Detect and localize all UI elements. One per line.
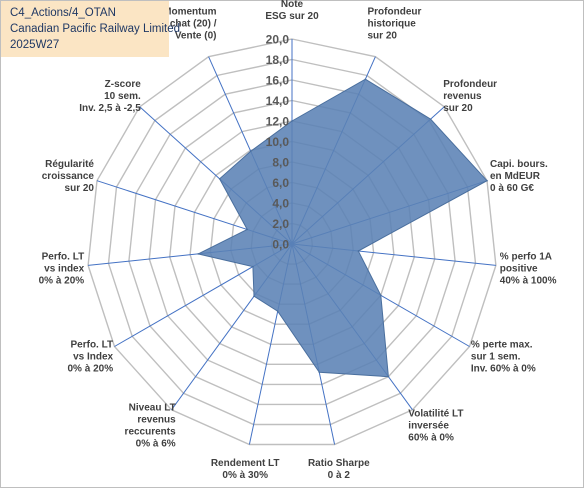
axis-label-line: 0% à 20% [68, 364, 114, 375]
data-point [246, 228, 248, 231]
axis-label-line: 60% à 0% [408, 432, 454, 443]
axis-label-line: 40% à 100% [500, 275, 557, 286]
data-point [197, 253, 199, 255]
axis-label-line: Capi. bours. [490, 159, 548, 170]
axis-label-line: Z-score [105, 79, 142, 90]
axis-label-line: 0% à 30% [222, 470, 268, 481]
data-point [253, 295, 255, 298]
axis-label-line: Vente (0) [175, 30, 217, 41]
axis-label-line: 0% à 6% [136, 438, 176, 449]
axis-label-line: sur 20 [65, 183, 95, 194]
radial-tick-label: 0,0 [272, 238, 289, 252]
header-company: Canadian Pacific Railway Limited [10, 23, 181, 35]
axis-label-line: Perfo. LT [42, 251, 85, 262]
radial-tick-label: 12,0 [266, 115, 290, 129]
data-point [364, 78, 367, 80]
axis-label-line: croissance [42, 171, 95, 182]
axis-label-line: sur 20 [368, 30, 398, 41]
axis-label: % perte max. sur 1 sem. Inv. 60% à 0% [471, 340, 536, 375]
axis-label-line: en MdEUR [490, 171, 541, 182]
radial-tick-label: 14,0 [266, 94, 290, 108]
axis-label-line: reccurents [125, 426, 177, 437]
data-point [218, 178, 221, 180]
radial-tick-label: 4,0 [272, 197, 289, 211]
axis-label-line: ESG sur 20 [265, 11, 319, 22]
header-week: 2025W27 [10, 39, 60, 51]
axis-label-line: revenus [443, 91, 482, 102]
data-point [252, 265, 254, 268]
axis-label: Momentum Achat (20) / Vente (0) [163, 6, 217, 41]
axis-label-line: vs Index [73, 352, 113, 363]
data-point [357, 250, 360, 252]
axis-label: Régularité croissance sur 20 [42, 159, 95, 194]
axis-label-line: Perfo. LT [71, 340, 114, 351]
radial-tick-label: 10,0 [266, 135, 290, 149]
axis-label: Niveau LT revenus reccurents 0% à 6% [125, 402, 177, 449]
axis-label-line: Note [281, 0, 304, 10]
header-folder: C4_Actions/4_OTAN [10, 7, 116, 19]
axis-label-line: sur 1 sem. [471, 352, 521, 363]
data-point [486, 179, 488, 182]
data-area [196, 78, 488, 378]
axis-label-line: Profondeur [368, 6, 422, 17]
axis-label-line: % perfo 1A [500, 251, 552, 262]
axis-label-line: historique [368, 18, 417, 29]
axis-label: Profondeur revenus sur 20 [443, 79, 497, 114]
axis-label-line: Achat (20) / [163, 18, 217, 29]
axis-label: Perfo. LT vs Index 0% à 20% [68, 340, 114, 375]
axis-label-line: Régularité [45, 159, 94, 170]
axis-label-line: 10 sem. [104, 91, 141, 102]
radial-tick-label: 20,0 [266, 33, 290, 47]
axis-label-line: Rendement LT [211, 458, 280, 469]
axis-label: Note ESG sur 20 [265, 0, 319, 22]
data-point [291, 120, 293, 122]
axis-label: Ratio Sharpe 0 à 2 [308, 458, 370, 481]
axis-label-line: 0% à 20% [39, 275, 85, 286]
axis-label-line: Volatilité LT [408, 408, 463, 419]
radial-tick-label: 16,0 [266, 74, 290, 88]
axis-label-line: 0 à 2 [328, 470, 351, 481]
data-point [387, 375, 390, 378]
axis-label-line: revenus [137, 414, 176, 425]
axis-label: Profondeur historique sur 20 [368, 6, 422, 41]
radial-tick-label: 2,0 [272, 217, 289, 231]
axis-label-line: Ratio Sharpe [308, 458, 370, 469]
data-point [276, 310, 279, 313]
chart-header: C4_Actions/4_OTAN Canadian Pacific Railw… [1, 1, 180, 57]
data-point [380, 294, 382, 297]
axis-label: Capi. bours. en MdEUR 0 à 60 G€ [490, 159, 548, 194]
axis-label: Perfo. LT vs index 0% à 20% [39, 251, 85, 286]
axis-label-line: Profondeur [443, 79, 497, 90]
axis-label-line: positive [500, 263, 538, 274]
axis-label: Rendement LT 0% à 30% [211, 458, 280, 481]
axis-label-line: vs index [44, 263, 84, 274]
axis-label: Volatilité LT inversée 60% à 0% [408, 408, 463, 443]
radial-tick-label: 6,0 [272, 176, 289, 190]
data-point [318, 371, 321, 374]
axis-label-line: 0 à 60 G€ [490, 183, 534, 194]
axis-label: Z-score 10 sem. Inv. 2,5 à -2,5 [79, 79, 141, 114]
axis-label-line: % perte max. [471, 340, 533, 351]
axis-label-line: inversée [408, 420, 449, 431]
axis-label-line: Momentum [163, 6, 216, 17]
axis-label-line: Inv. 60% à 0% [471, 364, 536, 375]
grid-ring [87, 38, 497, 446]
data-point [249, 150, 252, 153]
axis-label-line: Inv. 2,5 à -2,5 [79, 103, 141, 114]
data-point [429, 118, 432, 120]
axis-label: % perfo 1A positive 40% à 100% [500, 251, 557, 286]
radial-tick-label: 8,0 [272, 156, 289, 170]
axis-label-line: Niveau LT [129, 402, 176, 413]
radial-tick-label: 18,0 [266, 53, 290, 67]
axis-label-line: sur 20 [443, 103, 473, 114]
